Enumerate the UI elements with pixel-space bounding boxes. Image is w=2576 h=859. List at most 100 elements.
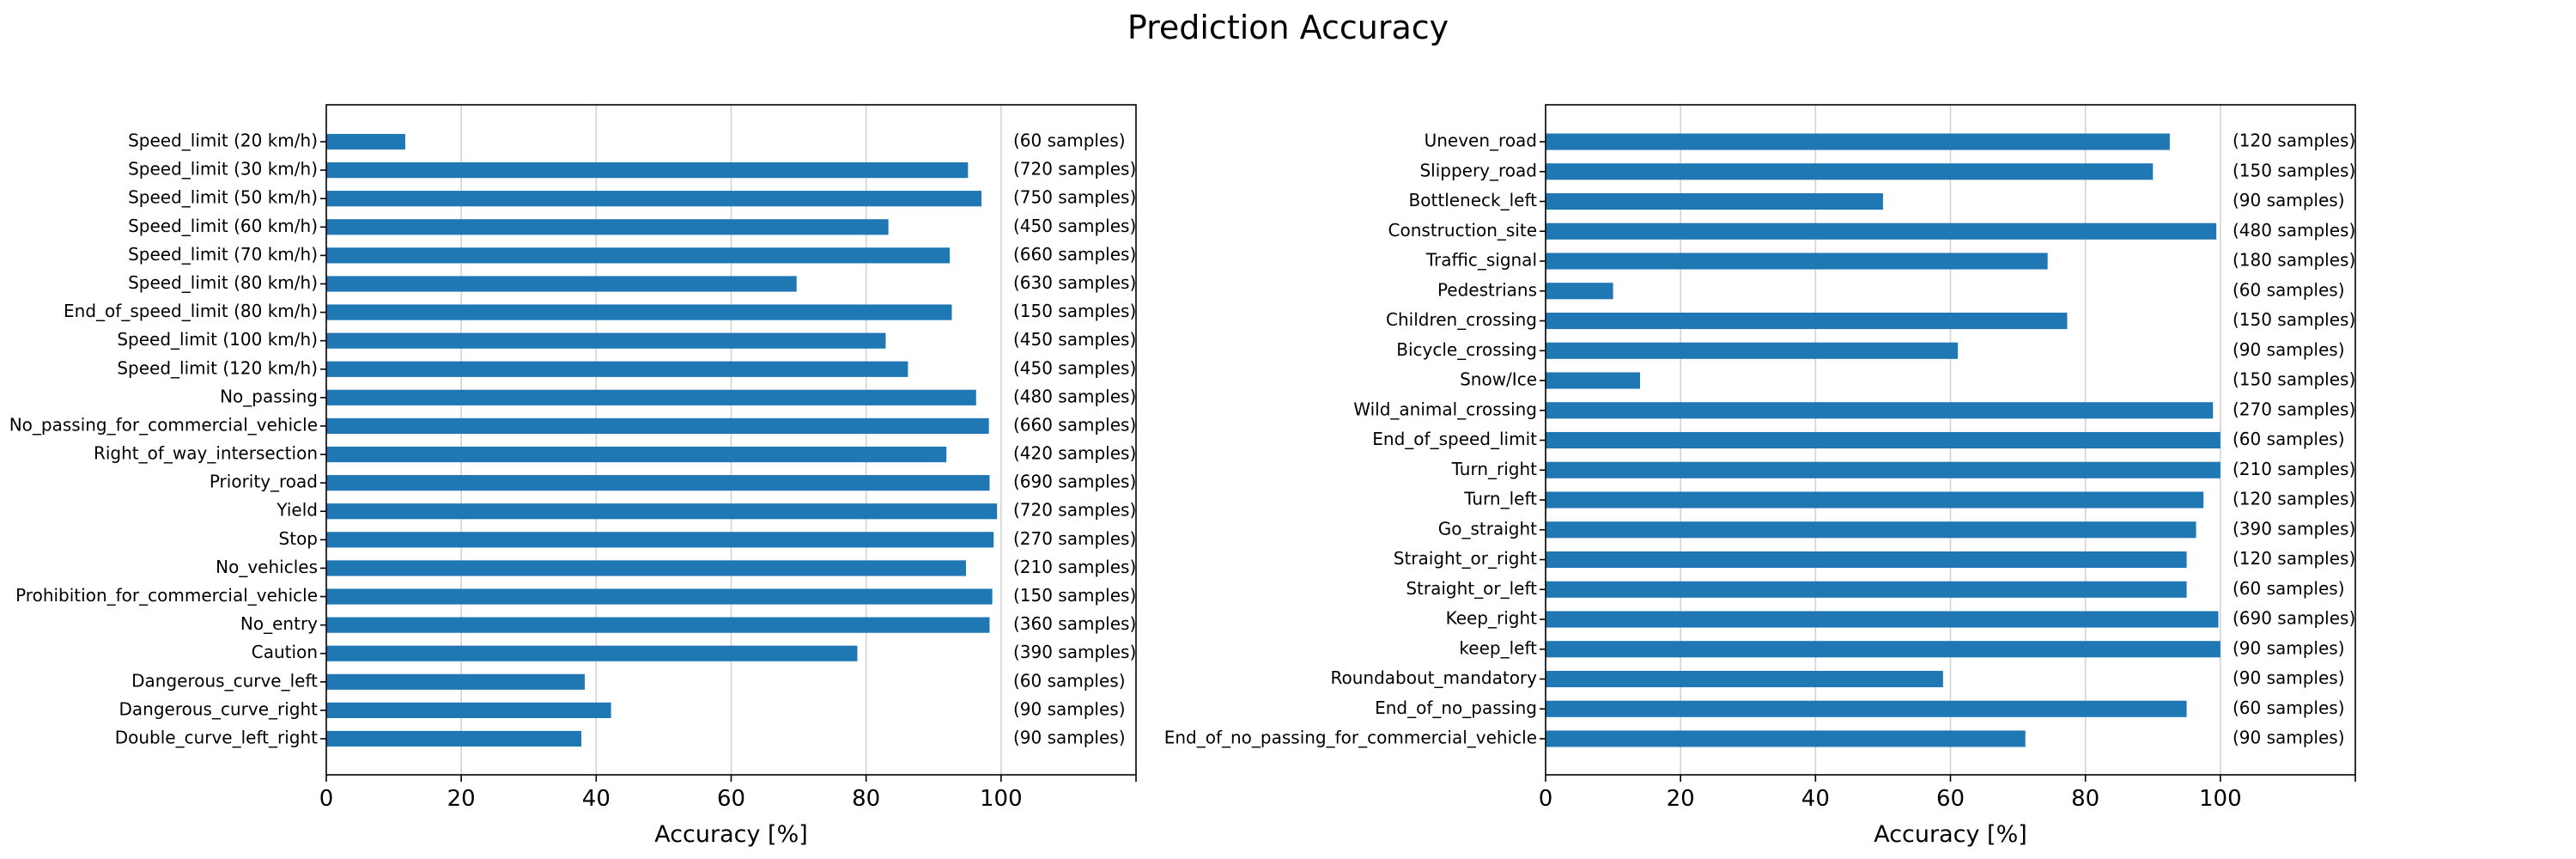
- sample-annotation: (450 samples): [1013, 357, 1136, 378]
- sample-annotation: (90 samples): [2233, 667, 2345, 688]
- bar: [1546, 521, 2196, 539]
- sample-annotation: (750 samples): [1013, 187, 1136, 208]
- category-label: Children_crossing: [1386, 309, 1537, 330]
- category-label: Slippery_road: [1419, 160, 1537, 180]
- sample-annotation: (150 samples): [2233, 309, 2355, 330]
- sample-annotation: (120 samples): [2233, 489, 2355, 509]
- sample-annotation: (270 samples): [2233, 399, 2355, 419]
- category-label: Priority_road: [210, 472, 318, 492]
- category-label: Go_straight: [1438, 518, 1537, 539]
- bar: [1546, 283, 1613, 300]
- bar: [1546, 253, 2048, 270]
- sample-annotation: (720 samples): [1013, 159, 1136, 180]
- sample-annotation: (60 samples): [2233, 279, 2345, 300]
- bar: [326, 389, 976, 405]
- category-label: Speed_limit (80 km/h): [128, 272, 318, 293]
- x-tick-label: 60: [717, 786, 745, 812]
- bar: [1546, 342, 1959, 359]
- x-tick-label: 0: [1539, 786, 1553, 812]
- category-label: Bottleneck_left: [1409, 190, 1538, 210]
- x-tick-label: 60: [1936, 786, 1965, 812]
- bar: [326, 730, 582, 747]
- sample-annotation: (630 samples): [1013, 272, 1136, 293]
- sample-annotation: (60 samples): [1013, 670, 1126, 691]
- sample-annotation: (270 samples): [1013, 528, 1136, 549]
- sample-annotation: (90 samples): [2233, 728, 2345, 748]
- bar: [326, 133, 405, 150]
- bar: [1546, 372, 1641, 389]
- sample-annotation: (180 samples): [2233, 250, 2355, 271]
- sample-annotation: (150 samples): [2233, 369, 2355, 390]
- category-label: Double_curve_left_right: [115, 728, 318, 748]
- x-tick-label: 40: [1801, 786, 1830, 812]
- category-label: Wild_animal_crossing: [1353, 399, 1537, 419]
- category-label: Uneven_road: [1425, 131, 1537, 151]
- bar: [1546, 581, 2187, 598]
- category-label: Speed_limit (20 km/h): [128, 131, 318, 151]
- bar: [326, 247, 951, 264]
- category-label: Keep_right: [1446, 608, 1538, 629]
- sample-annotation: (690 samples): [2233, 608, 2355, 629]
- bar: [1546, 641, 2221, 658]
- category-label: Roundabout_mandatory: [1331, 667, 1538, 688]
- sample-annotation: (360 samples): [1013, 613, 1136, 634]
- bar: [326, 475, 990, 491]
- category-label: Pedestrians: [1437, 279, 1537, 300]
- category-label: End_of_no_passing: [1375, 698, 1537, 718]
- category-label: End_of_no_passing_for_commercial_vehicle: [1164, 728, 1537, 748]
- bar: [1546, 431, 2221, 449]
- sample-annotation: (120 samples): [2233, 548, 2355, 569]
- sample-annotation: (210 samples): [2233, 459, 2355, 479]
- figure-title: Prediction Accuracy: [1127, 9, 1449, 46]
- category-label: No_passing: [220, 386, 318, 406]
- chart-right: Uneven_road (120 samples) Slippery_road (15…: [1164, 104, 2356, 848]
- bar: [1546, 163, 2154, 180]
- category-label: End_of_speed_limit: [1372, 429, 1537, 449]
- category-label: Right_of_way_intersection: [94, 443, 318, 464]
- category-label: Speed_limit (50 km/h): [128, 187, 318, 208]
- sample-annotation: (690 samples): [1013, 472, 1136, 492]
- sample-annotation: (60 samples): [2233, 698, 2345, 718]
- bar: [326, 417, 989, 435]
- category-label: Turn_left: [1463, 489, 1537, 509]
- category-label: Straight_or_left: [1406, 578, 1537, 599]
- category-label: Straight_or_right: [1394, 548, 1537, 569]
- category-label: Stop: [279, 528, 318, 549]
- bar: [326, 588, 993, 605]
- sample-annotation: (60 samples): [1013, 131, 1126, 151]
- category-label: Speed_limit (60 km/h): [128, 216, 318, 236]
- bar: [326, 560, 966, 576]
- category-label: Traffic_signal: [1425, 250, 1537, 271]
- sample-annotation: (120 samples): [2233, 131, 2355, 151]
- sample-annotation: (90 samples): [1013, 728, 1126, 748]
- category-label: Speed_limit (100 km/h): [117, 329, 318, 350]
- bar: [326, 219, 889, 235]
- bar: [1546, 222, 2217, 240]
- bar: [1546, 461, 2221, 478]
- bar: [1546, 491, 2204, 509]
- sample-annotation: (210 samples): [1013, 557, 1136, 577]
- x-axis-label: Accuracy [%]: [654, 821, 808, 848]
- bar: [326, 503, 998, 520]
- category-label: Snow/Ice: [1460, 369, 1537, 390]
- category-label: Speed_limit (30 km/h): [128, 159, 318, 180]
- category-label: Speed_limit (120 km/h): [117, 357, 318, 378]
- sample-annotation: (660 samples): [1013, 244, 1136, 265]
- bar: [326, 617, 990, 633]
- x-tick-label: 100: [2199, 786, 2242, 812]
- x-tick-label: 20: [447, 786, 476, 812]
- sample-annotation: (90 samples): [2233, 637, 2345, 658]
- bar: [1546, 670, 1943, 688]
- sample-annotation: (90 samples): [1013, 698, 1126, 719]
- category-label: Construction_site: [1388, 220, 1537, 241]
- category-label: keep_left: [1459, 637, 1537, 658]
- bar: [326, 446, 947, 463]
- bar: [1546, 192, 1883, 210]
- category-label: No_passing_for_commercial_vehicle: [9, 414, 318, 435]
- bar: [326, 702, 611, 719]
- category-label: Dangerous_curve_left: [131, 670, 318, 691]
- bar: [326, 645, 858, 661]
- category-label: Prohibition_for_commercial_vehicle: [15, 585, 318, 606]
- sample-annotation: (660 samples): [1013, 414, 1136, 435]
